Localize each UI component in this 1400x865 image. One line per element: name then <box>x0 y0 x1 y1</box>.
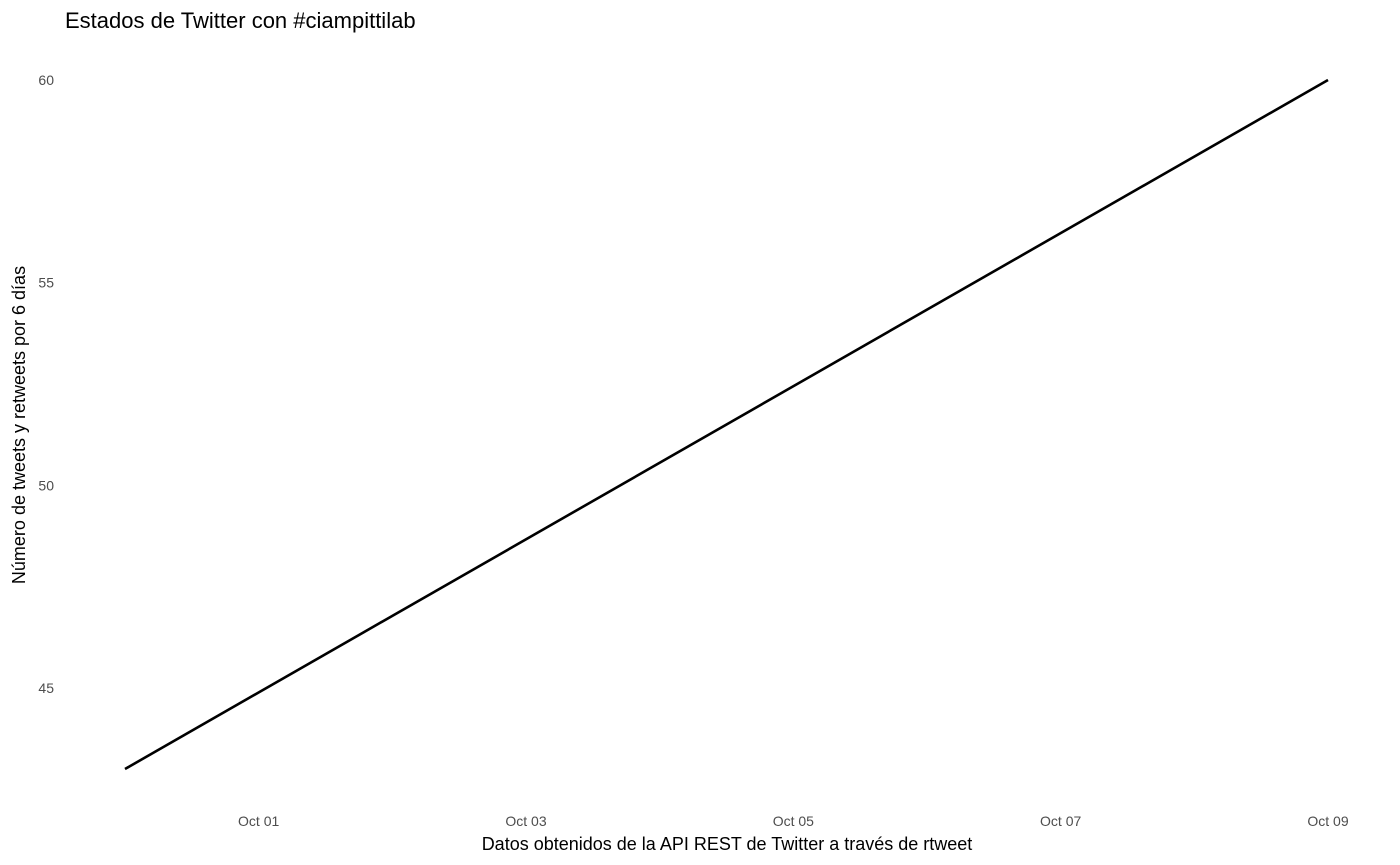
y-tick-label: 60 <box>38 72 54 88</box>
y-axis-ticks: 45 50 55 60 <box>38 72 54 696</box>
x-tick-label: Oct 05 <box>773 813 814 829</box>
x-axis-ticks: Oct 01 Oct 03 Oct 05 Oct 07 Oct 09 <box>238 813 1349 829</box>
x-tick-label: Oct 07 <box>1040 813 1081 829</box>
x-tick-label: Oct 03 <box>505 813 546 829</box>
x-axis-title: Datos obtenidos de la API REST de Twitte… <box>482 834 973 854</box>
y-tick-label: 50 <box>38 477 54 493</box>
x-tick-label: Oct 09 <box>1307 813 1348 829</box>
y-tick-label: 45 <box>38 680 54 696</box>
y-tick-label: 55 <box>38 275 54 291</box>
y-axis-title: Número de tweets y retweets por 6 días <box>9 266 29 584</box>
chart-title: Estados de Twitter con #ciampittilab <box>65 8 416 33</box>
series-layer <box>124 78 1329 771</box>
x-tick-label: Oct 01 <box>238 813 279 829</box>
series-line <box>124 78 1329 771</box>
